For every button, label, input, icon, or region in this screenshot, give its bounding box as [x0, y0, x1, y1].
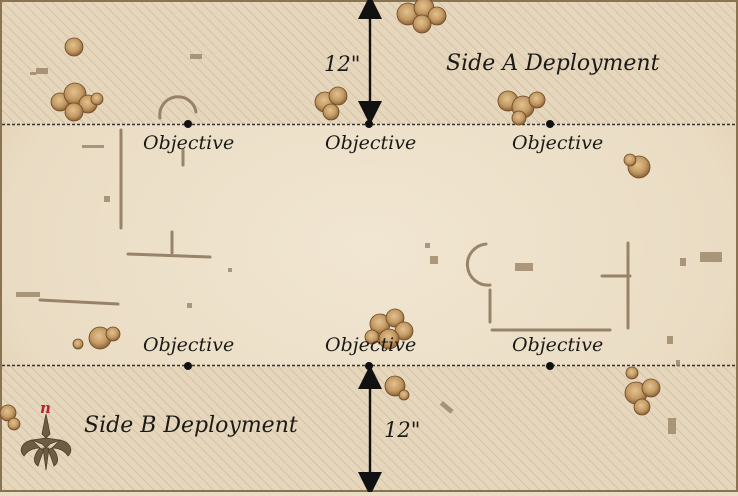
side-a-deployment-label: Side A Deployment [446, 51, 660, 76]
rubble [16, 54, 722, 434]
compass-rose-icon [20, 413, 72, 471]
objective-label: Objective [512, 132, 604, 154]
tree-cluster [0, 404, 21, 431]
objective-label: Objective [325, 132, 417, 154]
tree-cluster [72, 338, 84, 350]
tree-cluster [50, 82, 104, 122]
ruined-wall [38, 298, 120, 306]
woods [0, 0, 661, 431]
tree-cluster [396, 0, 447, 34]
tree-cluster [64, 37, 84, 57]
objective-label: Objective [143, 132, 235, 154]
ruined-arch [158, 95, 198, 120]
tree-cluster [497, 90, 546, 126]
measurement-label-top: 12" [324, 52, 361, 76]
tree-cluster [88, 326, 121, 350]
tree-cluster [314, 86, 348, 121]
objective-marker [365, 120, 373, 128]
objective-marker [546, 362, 554, 370]
tree-cluster [364, 308, 414, 350]
objective-label: Objective [325, 334, 417, 356]
measurement-label-bottom: 12" [384, 418, 421, 442]
objective-marker [184, 362, 192, 370]
tree-cluster [623, 153, 651, 179]
ruined-wall [126, 252, 212, 259]
objective-marker [184, 120, 192, 128]
tree-cluster [384, 375, 410, 401]
tree-cluster [624, 366, 661, 416]
ruined-arch [465, 242, 492, 287]
objective-marker [546, 120, 554, 128]
ruins [38, 95, 632, 332]
compass-north-label: n [40, 399, 51, 417]
side-b-deployment-label: Side B Deployment [84, 413, 298, 438]
objective-label: Objective [143, 334, 235, 356]
objective-marker [365, 362, 373, 370]
objective-label: Objective [512, 334, 604, 356]
